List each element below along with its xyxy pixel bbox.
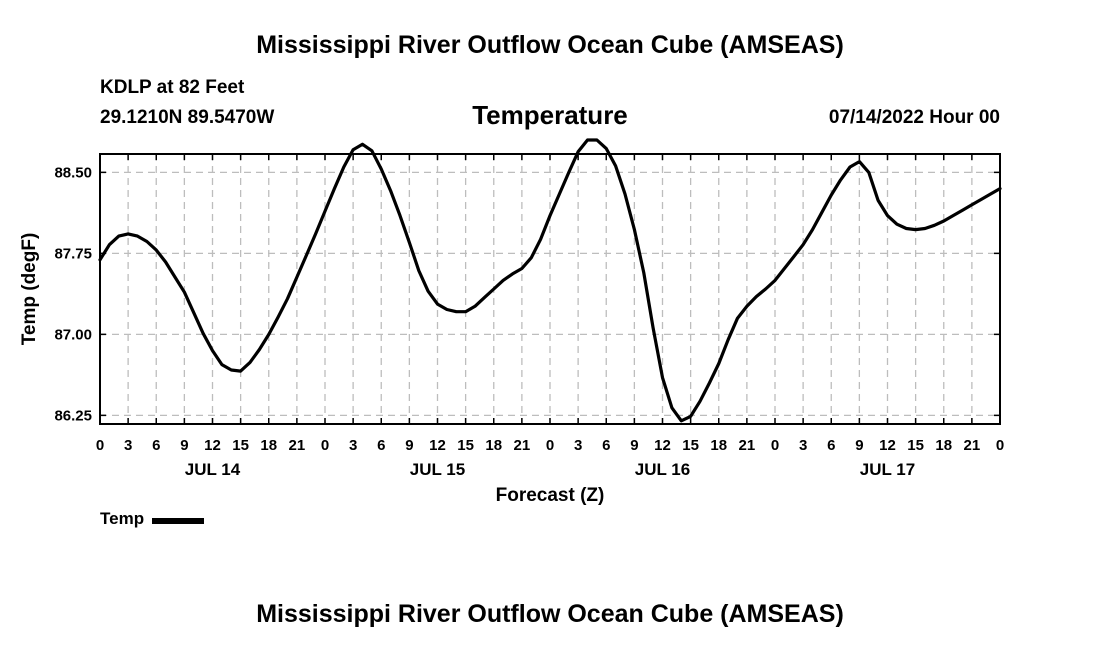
x-tick-label: 15: [457, 437, 474, 454]
x-tick-label: 6: [152, 437, 160, 454]
x-tick-label: 18: [260, 437, 277, 454]
x-tick-label: 12: [429, 437, 446, 454]
x-tick-label: 3: [799, 437, 807, 454]
x-tick-label: 9: [180, 437, 188, 454]
y-tick-label: 86.25: [54, 407, 92, 424]
station-coordinates: 29.1210N 89.5470W: [100, 107, 275, 128]
variable-title: Temperature: [472, 100, 628, 130]
x-tick-label: 0: [771, 437, 779, 454]
x-tick-label: 6: [602, 437, 610, 454]
x-tick-label: 3: [124, 437, 132, 454]
x-tick-label: 0: [546, 437, 554, 454]
x-tick-label: 15: [232, 437, 249, 454]
x-tick-label: 21: [289, 437, 306, 454]
y-tick-label: 88.50: [54, 164, 92, 181]
y-axis-title: Temp (degF): [19, 233, 40, 346]
x-tick-label: 18: [935, 437, 952, 454]
x-tick-label: 12: [879, 437, 896, 454]
x-tick-label: 12: [204, 437, 221, 454]
x-tick-label: 6: [377, 437, 385, 454]
y-tick-label: 87.75: [54, 245, 92, 262]
station-label: KDLP at 82 Feet: [100, 77, 245, 98]
chart-footer-title: Mississippi River Outflow Ocean Cube (AM…: [256, 600, 844, 628]
day-label: JUL 17: [860, 460, 915, 479]
x-tick-label: 9: [630, 437, 638, 454]
x-tick-label: 9: [405, 437, 413, 454]
x-tick-label: 0: [996, 437, 1004, 454]
legend-line-swatch: [152, 517, 205, 524]
x-tick-label: 9: [855, 437, 863, 454]
x-tick-label: 21: [514, 437, 531, 454]
x-tick-label: 6: [827, 437, 835, 454]
day-label: JUL 16: [635, 460, 690, 479]
x-tick-label: 18: [485, 437, 502, 454]
x-tick-label: 0: [96, 437, 104, 454]
x-tick-label: 0: [321, 437, 329, 454]
x-tick-label: 15: [907, 437, 924, 454]
legend: Temp: [100, 509, 205, 529]
day-label: JUL 14: [185, 460, 241, 479]
x-tick-label: 15: [682, 437, 699, 454]
y-tick-label: 87.00: [54, 326, 92, 343]
forecast-datetime: 07/14/2022 Hour 00: [828, 107, 1000, 128]
x-axis-title: Forecast (Z): [496, 485, 605, 506]
day-label: JUL 15: [410, 460, 465, 479]
x-tick-label: 3: [349, 437, 357, 454]
legend-label: Temp: [100, 509, 145, 528]
chart-main-title: Mississippi River Outflow Ocean Cube (AM…: [256, 31, 844, 59]
temp-series-line: [98, 138, 1002, 423]
x-tick-label: 12: [654, 437, 671, 454]
x-tick-label: 3: [574, 437, 582, 454]
x-tick-label: 21: [739, 437, 756, 454]
x-tick-label: 21: [964, 437, 981, 454]
x-tick-label: 18: [710, 437, 727, 454]
